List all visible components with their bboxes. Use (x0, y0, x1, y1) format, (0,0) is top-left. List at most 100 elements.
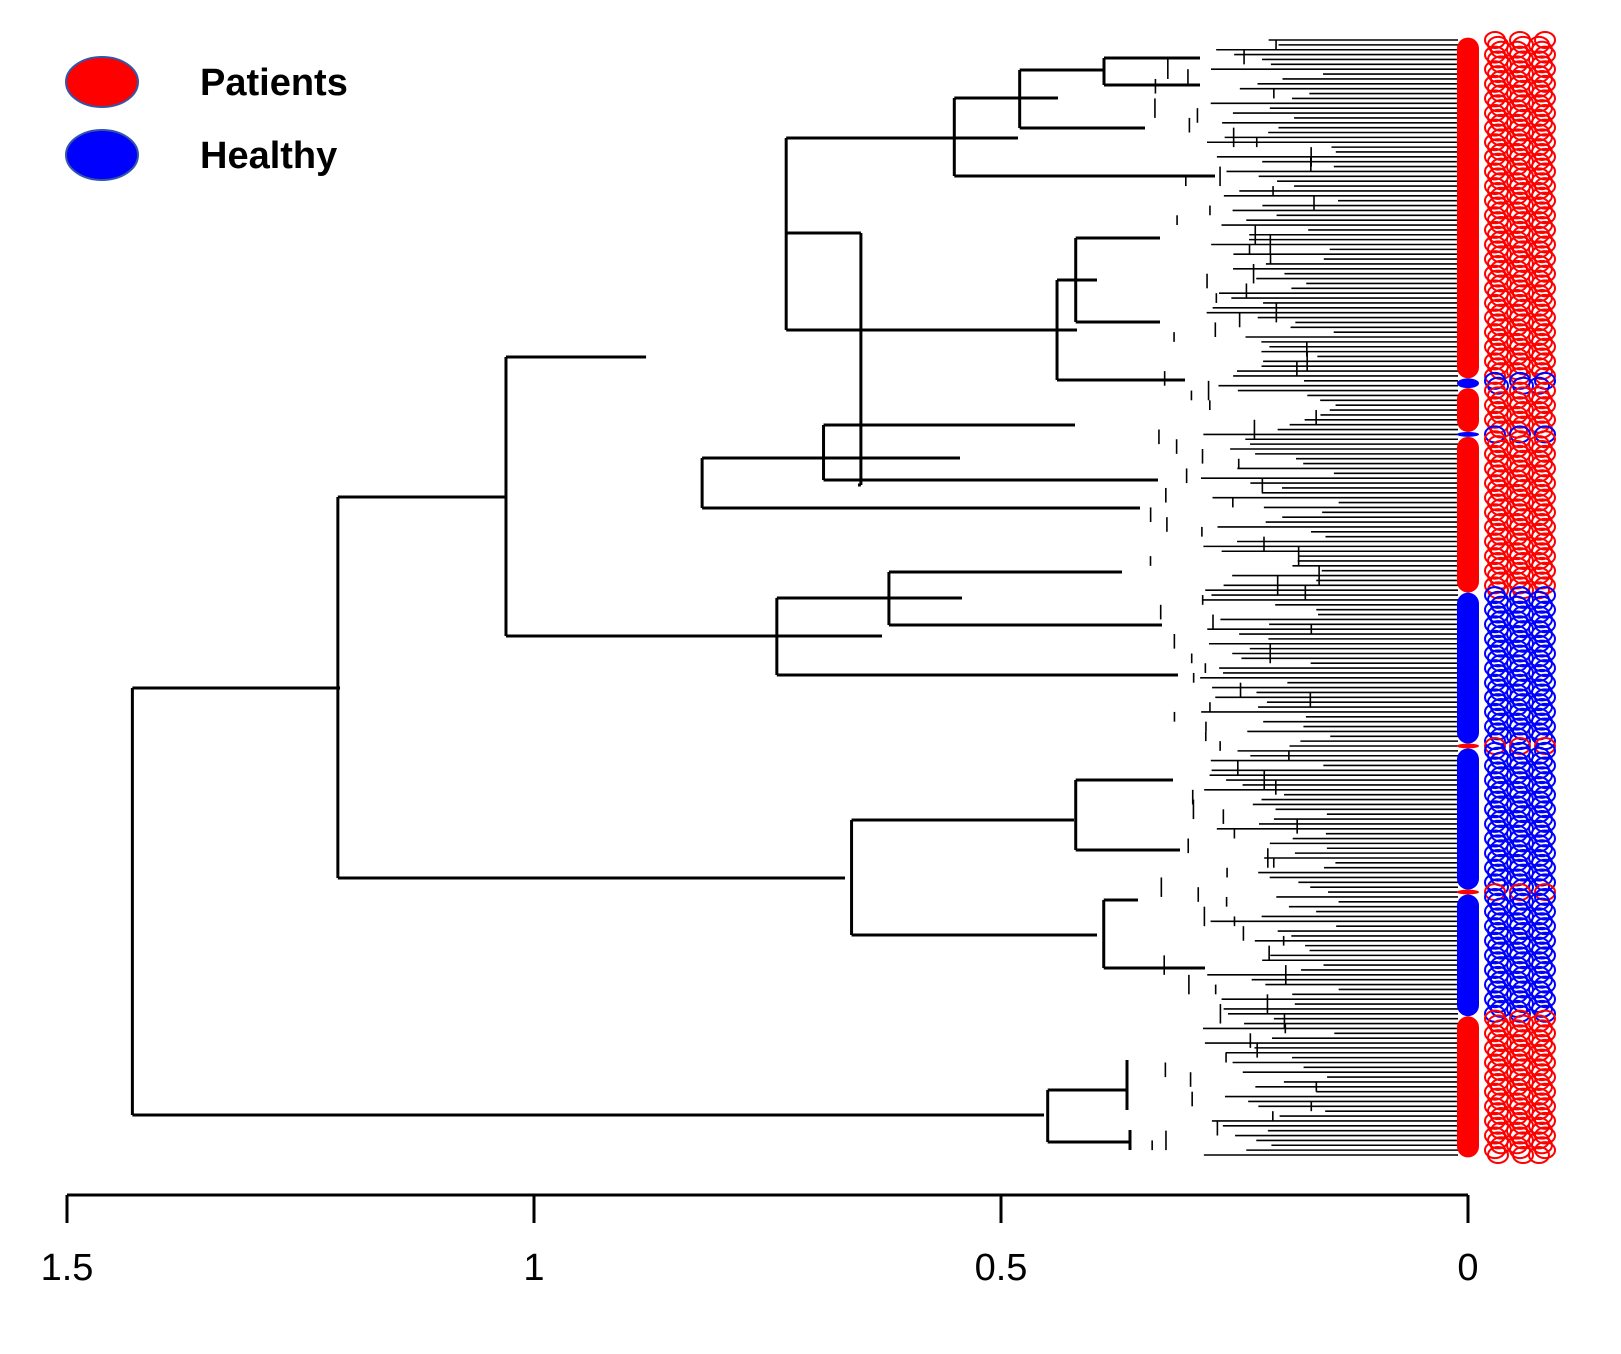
leaf-label-mark (1534, 1004, 1556, 1023)
leaf-label-mark (1534, 1082, 1556, 1101)
leaf-label-mark (1509, 883, 1531, 902)
leaf-label-mark (1534, 561, 1556, 580)
leaf-label-mark (1528, 1146, 1550, 1164)
leaf-label-mark (1534, 673, 1556, 692)
leaf-label-mark (1534, 220, 1556, 239)
leaf-label-mark (1534, 410, 1556, 429)
leaf-label-mark (1509, 732, 1531, 751)
leaf-label-mark (1534, 702, 1556, 721)
leaf-label-mark (1534, 1111, 1556, 1130)
leaf-label-mark (1534, 162, 1556, 181)
legend-healthy-label: Healthy (200, 135, 337, 177)
leaf-label-mark (1534, 800, 1556, 819)
leaf-label-mark (1534, 337, 1556, 356)
leaf-label-mark (1534, 264, 1556, 283)
leaf-label-mark (1534, 177, 1556, 196)
leaf-label-mark (1534, 459, 1556, 478)
leaf-label-mark (1534, 147, 1556, 166)
leaf-group-bar-patients (1457, 889, 1479, 895)
leaf-label-mark (1534, 250, 1556, 269)
leaf-label-mark (1534, 1038, 1556, 1057)
leaf-label-mark (1509, 425, 1531, 444)
leaf-label-mark (1534, 600, 1556, 619)
leaf-label-mark (1534, 1024, 1556, 1043)
leaf-group-bar-healthy (1457, 431, 1479, 437)
leaf-group-bar-patients (1457, 37, 1479, 379)
leaf-label-mark (1534, 45, 1556, 64)
leaf-label-mark (1534, 814, 1556, 833)
leaf-label-mark (1534, 873, 1556, 892)
leaf-label-mark (1534, 785, 1556, 804)
leaf-label-mark (1534, 381, 1556, 400)
leaf-label-mark (1534, 352, 1556, 371)
leaf-label-mark (1534, 737, 1556, 756)
leaf-label-mark (1534, 1126, 1556, 1145)
leaf-label-mark (1534, 488, 1556, 507)
leaf-label-mark (1534, 279, 1556, 298)
leaf-label-mark (1534, 659, 1556, 678)
legend-patients-label: Patients (200, 62, 348, 104)
leaf-label-mark (1534, 717, 1556, 736)
leaf-label-mark (1534, 31, 1556, 49)
leaf-group-bar-healthy (1457, 592, 1479, 744)
leaf-label-mark (1534, 990, 1556, 1009)
leaf-label-mark (1534, 293, 1556, 312)
leaf-label-mark (1534, 547, 1556, 566)
leaf-label-mark (1534, 688, 1556, 707)
leaf-group-bar-patients (1457, 388, 1479, 432)
leaf-group-bar-healthy (1457, 748, 1479, 890)
leaf-label-mark (1534, 917, 1556, 936)
leaf-label-mark (1534, 323, 1556, 342)
leaf-label-mark (1534, 118, 1556, 137)
leaf-label-mark (1509, 366, 1531, 385)
leaf-label-mark (1484, 732, 1506, 751)
leaf-label-mark (1534, 586, 1556, 605)
leaf-label-mark (1534, 887, 1556, 906)
leaf-label-mark (1534, 425, 1556, 444)
leaf-label-mark (1534, 1053, 1556, 1072)
leaf-labels (1484, 31, 1556, 1164)
leaf-label-mark (1534, 60, 1556, 79)
leaf-label-mark (1534, 1009, 1556, 1028)
leaf-label-mark (1534, 1141, 1556, 1160)
leaf-color-bar (1457, 37, 1479, 1158)
leaf-label-mark (1534, 771, 1556, 790)
leaf-label-mark (1534, 503, 1556, 522)
leaf-label-mark (1509, 1004, 1531, 1023)
legend-healthy-marker (65, 129, 139, 181)
leaf-label-mark (1534, 235, 1556, 254)
x-axis: 1.5 1 0.5 0 (41, 1193, 1479, 1289)
leaf-label-mark (1534, 1068, 1556, 1087)
leaf-group-bar-healthy (1457, 378, 1479, 389)
leaf-label-mark (1534, 532, 1556, 551)
leaf-label-mark (1534, 206, 1556, 225)
leaf-label-mark (1534, 946, 1556, 965)
leaf-label-mark (1534, 960, 1556, 979)
leaf-label-mark (1534, 191, 1556, 210)
x-axis-tick-label: 1 (523, 1247, 544, 1289)
leaf-label-mark (1534, 576, 1556, 595)
legend: Patients Healthy (65, 56, 348, 181)
leaf-label-mark (1534, 104, 1556, 123)
leaf-label-mark (1487, 1146, 1509, 1164)
leaf-label-mark (1534, 902, 1556, 921)
leaf-label-mark (1534, 931, 1556, 950)
leaf-label-mark (1534, 74, 1556, 93)
leaf-group-bar-patients (1457, 436, 1479, 593)
leaf-label-mark (1534, 741, 1556, 760)
leaf-label-mark (1534, 844, 1556, 863)
leaf-label-mark (1534, 366, 1556, 385)
leaf-label-mark (1534, 883, 1556, 902)
leaf-label-mark (1534, 430, 1556, 449)
leaf-label-mark (1484, 366, 1506, 385)
x-axis-tick-label: 0 (1457, 1247, 1478, 1289)
leaf-group-bar-healthy (1457, 894, 1479, 1017)
leaf-label-mark (1512, 1146, 1534, 1164)
leaf-group-bar-patients (1457, 743, 1479, 749)
leaf-label-mark (1509, 737, 1531, 756)
leaf-label-mark (1534, 517, 1556, 536)
leaf-label-mark (1534, 829, 1556, 848)
x-axis-tick-label: 0.5 (975, 1247, 1028, 1289)
leaf-label-mark (1534, 975, 1556, 994)
